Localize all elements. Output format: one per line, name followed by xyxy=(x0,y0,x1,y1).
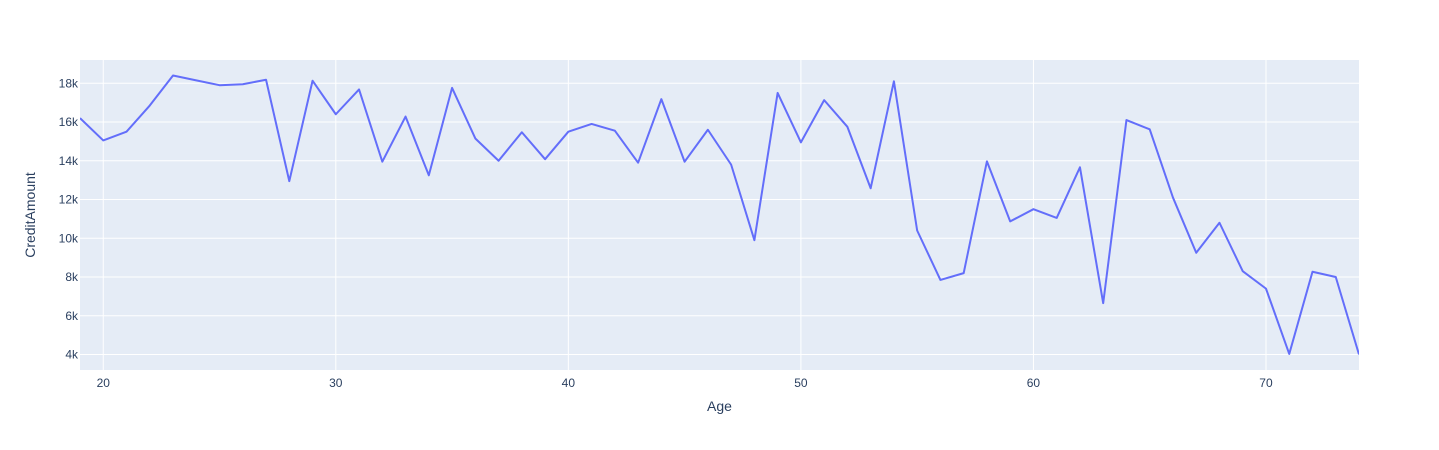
y-tick-label: 4k xyxy=(65,348,79,362)
series-layer xyxy=(80,74,1359,355)
x-tick-label: 60 xyxy=(1027,376,1041,390)
x-tick-label: 50 xyxy=(794,376,808,390)
y-tick-label: 10k xyxy=(59,231,79,245)
y-tick-label: 8k xyxy=(65,270,79,284)
series-line xyxy=(80,74,1359,355)
y-tick-label: 16k xyxy=(59,115,79,129)
y-tick-label: 14k xyxy=(59,154,79,168)
x-tick-label: 70 xyxy=(1259,376,1273,390)
tick-labels: 20 30 40 50 60 70 4k 6k 8k 10k 12k 14k 16k 18k xyxy=(59,76,1273,390)
y-tick-label: 6k xyxy=(65,309,79,323)
y-tick-label: 12k xyxy=(59,193,79,207)
x-axis-title: Age xyxy=(707,398,732,414)
y-tick-label: 18k xyxy=(59,76,79,90)
y-axis-title: CreditAmount xyxy=(22,172,38,258)
grid-lines xyxy=(80,60,1359,370)
x-tick-label: 30 xyxy=(329,376,343,390)
x-tick-label: 20 xyxy=(97,376,111,390)
x-tick-label: 40 xyxy=(562,376,576,390)
plot-area xyxy=(80,60,1359,370)
